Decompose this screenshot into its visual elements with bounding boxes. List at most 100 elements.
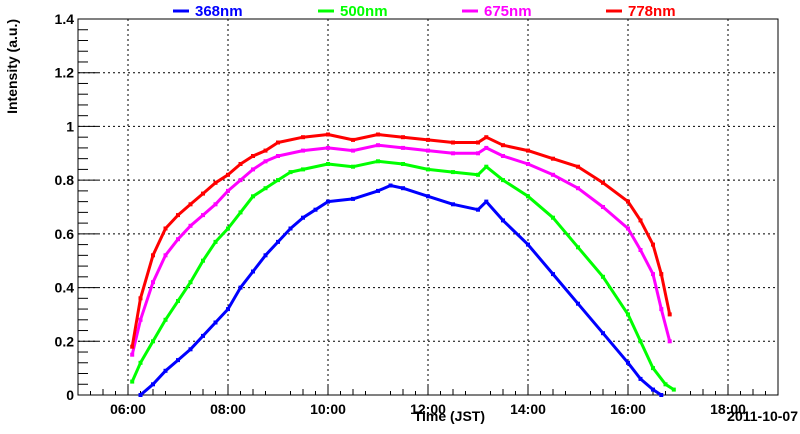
data-point (626, 199, 630, 204)
data-point (501, 143, 505, 148)
y-tick-label: 0.8 (55, 172, 75, 188)
y-tick-label: 0.2 (55, 333, 75, 349)
data-point (176, 299, 180, 303)
data-point (313, 207, 318, 212)
data-point (659, 393, 664, 397)
data-point (276, 239, 280, 244)
y-tick-label: 0.6 (55, 226, 75, 242)
data-point (188, 202, 193, 207)
data-point (251, 194, 255, 199)
data-point (426, 137, 430, 142)
data-point (188, 280, 193, 285)
data-point (276, 178, 280, 183)
data-point (263, 186, 268, 191)
data-point (130, 379, 135, 384)
data-point (130, 352, 135, 357)
data-point (451, 151, 455, 156)
series-line (139, 184, 663, 397)
data-point (251, 154, 255, 158)
data-point (238, 162, 243, 166)
data-point (376, 132, 380, 137)
series-line (130, 159, 675, 391)
data-point (213, 320, 218, 325)
data-point (288, 226, 293, 231)
data-point (601, 205, 605, 209)
data-point (351, 137, 355, 142)
data-point (671, 387, 676, 392)
data-point (551, 172, 555, 177)
series-778nm (130, 132, 672, 349)
data-point (501, 154, 505, 158)
x-axis-title: Time (JST) (414, 408, 485, 424)
data-point (301, 215, 305, 220)
data-point (163, 317, 168, 322)
y-tick-label: 1.4 (55, 11, 75, 27)
data-point (213, 202, 218, 207)
data-point (484, 145, 489, 150)
data-point (501, 178, 505, 183)
data-point (276, 140, 280, 145)
axis-ticks (78, 18, 766, 396)
data-point (576, 164, 580, 169)
data-point (451, 202, 455, 207)
data-point (401, 145, 405, 150)
data-point (638, 339, 643, 344)
data-point (476, 172, 480, 177)
data-point (251, 167, 255, 172)
data-point (484, 199, 489, 204)
data-point (484, 135, 489, 140)
legend-label: 778nm (628, 3, 676, 20)
x-tick-label: 10:00 (310, 401, 346, 417)
data-point (626, 360, 630, 365)
data-point (376, 143, 380, 148)
data-point (651, 272, 655, 277)
data-point (226, 307, 230, 312)
data-point (238, 210, 243, 215)
x-tick-label: 16:00 (610, 401, 646, 417)
data-point (576, 245, 580, 250)
grid-lines (78, 18, 778, 396)
data-point (659, 272, 664, 277)
date-label: 2011-10-07 (727, 408, 798, 424)
y-axis-title: Intensity (a.u.) (4, 19, 20, 114)
data-point (576, 186, 580, 191)
data-point (376, 159, 380, 164)
data-point (251, 269, 255, 274)
data-point (667, 339, 672, 344)
data-point (138, 296, 143, 301)
data-point (551, 156, 555, 161)
data-point (501, 218, 505, 223)
data-point (201, 258, 205, 263)
data-point (201, 333, 205, 338)
data-point (638, 218, 643, 223)
series-line (130, 133, 672, 347)
data-point (151, 253, 155, 258)
legend-label: 368nm (195, 3, 243, 20)
data-point (651, 366, 655, 371)
data-point (426, 148, 430, 153)
data-point (401, 135, 405, 140)
data-point (663, 382, 668, 387)
data-point (163, 253, 168, 258)
data-point (163, 368, 168, 373)
data-point (601, 180, 605, 185)
legend-label: 500nm (340, 3, 388, 20)
data-point (526, 148, 530, 153)
y-tick-label: 1 (66, 118, 74, 134)
data-point (288, 170, 293, 175)
data-point (151, 280, 155, 285)
data-point (476, 140, 480, 145)
data-point (201, 213, 205, 218)
data-point (526, 162, 530, 166)
data-point (476, 207, 480, 212)
data-point (226, 226, 230, 231)
data-point (238, 178, 243, 183)
series-368nm (138, 183, 664, 397)
data-point (401, 162, 405, 166)
data-point (484, 164, 489, 169)
legend-label: 675nm (484, 3, 532, 20)
data-point (301, 135, 305, 140)
data-point (163, 226, 168, 231)
data-point (263, 159, 268, 164)
